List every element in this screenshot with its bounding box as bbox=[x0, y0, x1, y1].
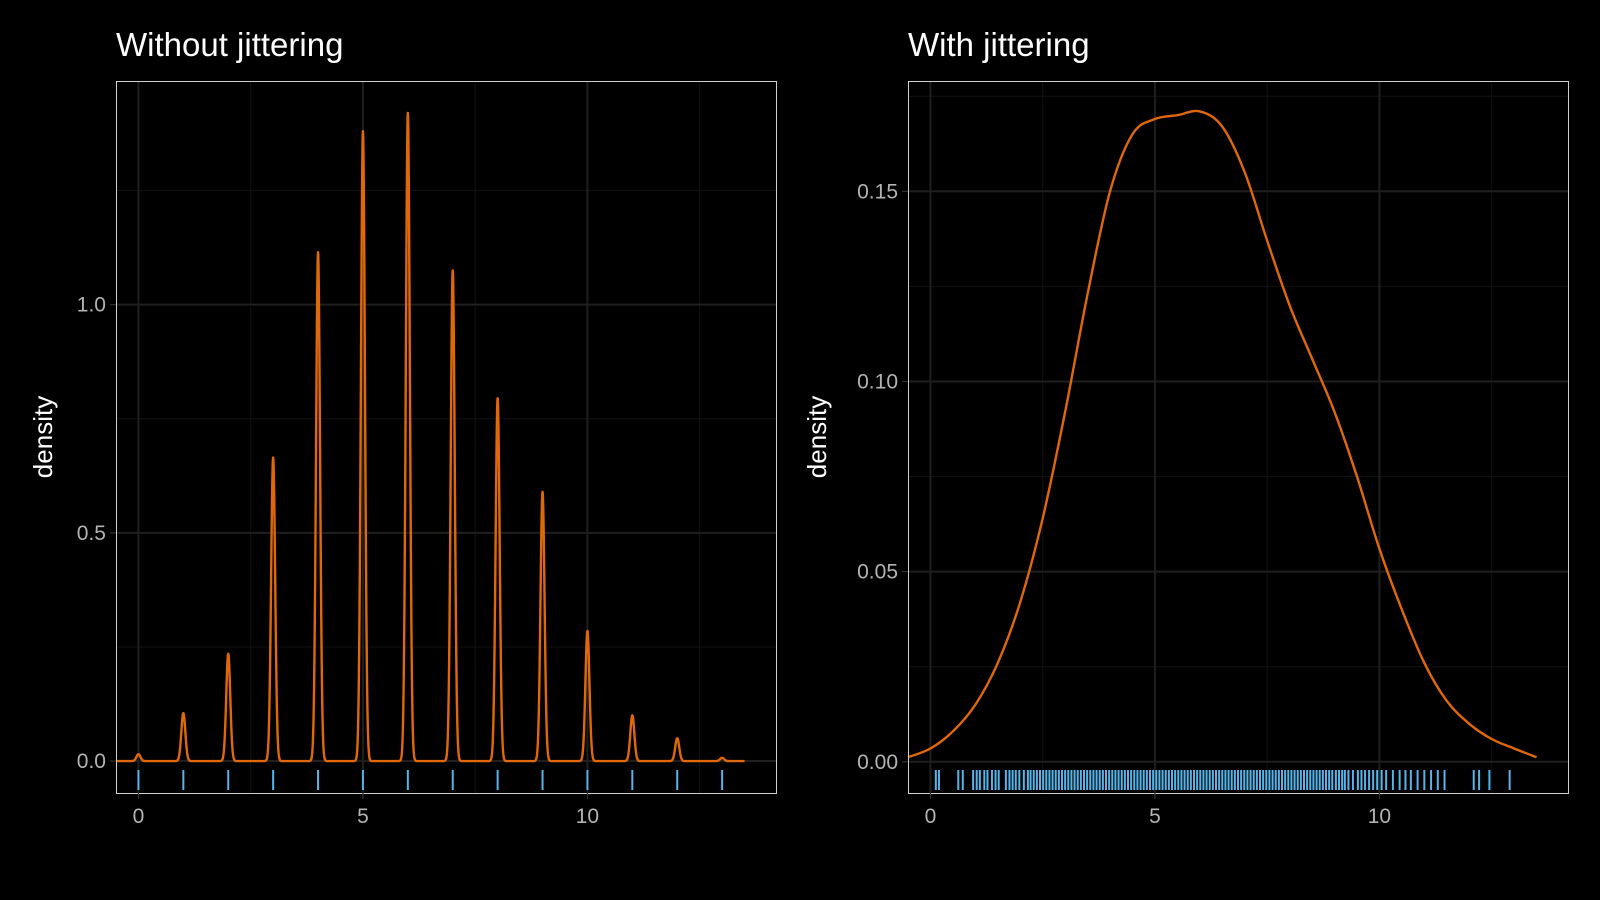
grid-minor bbox=[908, 81, 1568, 793]
y-tick-label: 1.0 bbox=[77, 294, 106, 317]
panel-border bbox=[908, 81, 1569, 794]
x-tick-label: 0 bbox=[133, 805, 145, 828]
x-tick-label: 10 bbox=[576, 805, 599, 828]
grid-major bbox=[908, 81, 1568, 793]
rug-marks bbox=[137, 770, 724, 790]
x-tick-label: 5 bbox=[357, 805, 369, 828]
y-tick-label: 0.00 bbox=[857, 751, 898, 774]
x-tick-label: 10 bbox=[1368, 805, 1391, 828]
density-curve bbox=[115, 111, 746, 763]
x-tick-label: 0 bbox=[925, 805, 937, 828]
panel-without-jittering: Without jittering 0 5 10 0.0 0.5 1.0 density bbox=[28, 26, 777, 828]
panel-border bbox=[116, 81, 777, 794]
y-tick-label: 0.0 bbox=[77, 750, 106, 773]
x-tick-label: 5 bbox=[1149, 805, 1161, 828]
y-tick-label: 0.10 bbox=[857, 370, 898, 393]
rug-marks bbox=[934, 770, 1511, 790]
panel-with-jittering: With jittering 0 5 10 0.00 0.05 0.10 0.15 dens… bbox=[802, 26, 1569, 828]
y-tick-label: 0.15 bbox=[857, 180, 898, 203]
y-axis-label: density bbox=[28, 396, 58, 478]
axis-ticks: 0 5 10 0.0 0.5 1.0 bbox=[77, 294, 599, 828]
y-axis-label: density bbox=[802, 396, 832, 478]
density-curve bbox=[907, 109, 1538, 759]
axis-ticks: 0 5 10 0.00 0.05 0.10 0.15 bbox=[857, 180, 1391, 828]
grid-minor bbox=[116, 81, 776, 793]
grid-major bbox=[116, 81, 776, 793]
y-tick-label: 0.5 bbox=[77, 522, 106, 545]
panel-title-with-jittering: With jittering bbox=[908, 26, 1090, 63]
y-tick-label: 0.05 bbox=[857, 561, 898, 584]
panel-title-without-jittering: Without jittering bbox=[116, 26, 343, 63]
